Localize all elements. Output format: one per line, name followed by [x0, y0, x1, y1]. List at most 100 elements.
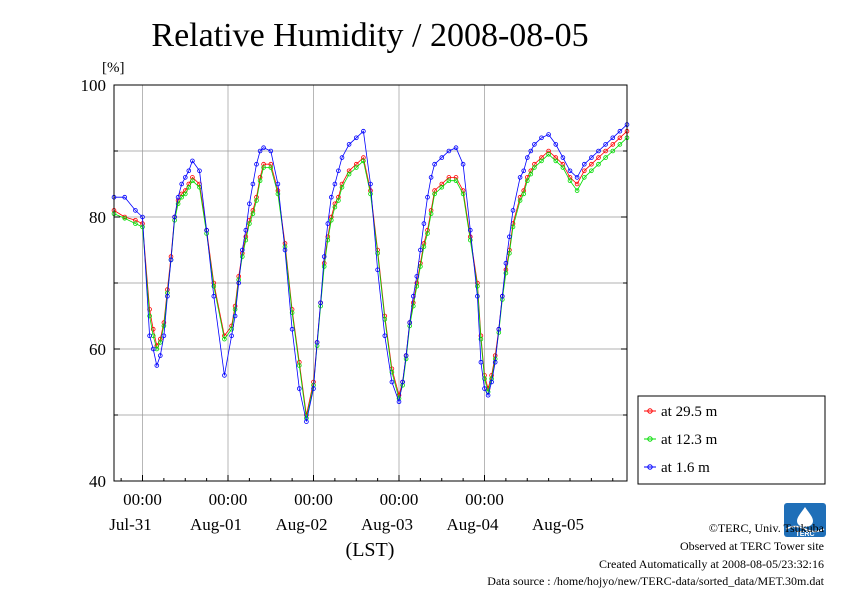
- data-point-series-1: [532, 165, 537, 170]
- y-tick-label: 60: [89, 340, 106, 359]
- data-point-series-0: [581, 168, 587, 174]
- data-point-series-1: [190, 178, 195, 184]
- data-point-series-1: [482, 376, 487, 382]
- data-point-series-1: [610, 148, 616, 154]
- data-point-series-2: [589, 155, 594, 160]
- logo-text: TERC: [795, 531, 814, 538]
- x-date-label: Aug-04: [447, 515, 499, 534]
- data-point-series-1: [467, 237, 473, 243]
- x-time-label: 00:00: [209, 490, 248, 509]
- data-point-series-2: [382, 333, 388, 339]
- data-point-series-2: [503, 260, 509, 266]
- data-point-series-2: [158, 353, 163, 358]
- data-point-series-2: [400, 379, 405, 385]
- data-point-series-2: [496, 326, 502, 332]
- data-point-series-1: [332, 204, 338, 210]
- data-point-series-0: [150, 326, 156, 332]
- data-point-series-2: [311, 386, 316, 391]
- data-point-series-2: [296, 386, 302, 391]
- data-point-series-1: [546, 152, 551, 157]
- chart-title: Relative Humidity / 2008-08-05: [151, 17, 588, 54]
- data-point-series-1: [432, 191, 437, 197]
- legend-marker-29m: [647, 408, 653, 414]
- data-point-series-1: [425, 231, 430, 236]
- data-point-series-2: [257, 148, 263, 154]
- data-point-series-2: [254, 161, 259, 167]
- data-point-series-1: [603, 155, 608, 160]
- data-point-series-1: [361, 158, 366, 164]
- data-point-series-0: [346, 168, 352, 174]
- data-point-series-0: [610, 142, 616, 147]
- data-point-series-1: [133, 221, 138, 226]
- data-point-series-1: [158, 340, 163, 345]
- data-point-series-2: [389, 379, 395, 385]
- data-point-series-0: [133, 218, 138, 223]
- data-point-series-2: [336, 168, 341, 174]
- grid: [114, 85, 627, 481]
- data-point-series-2: [314, 340, 320, 345]
- data-point-series-2: [492, 359, 498, 365]
- data-point-series-1: [257, 178, 263, 184]
- data-point-series-0: [532, 161, 537, 167]
- data-point-series-2: [475, 293, 480, 299]
- data-point-series-0: [574, 181, 580, 187]
- data-point-series-2: [243, 227, 249, 233]
- data-point-series-2: [168, 257, 174, 263]
- data-point-series-0: [353, 161, 359, 167]
- data-point-series-1: [222, 336, 227, 342]
- data-point-series-2: [122, 194, 127, 200]
- data-point-series-2: [165, 293, 170, 299]
- data-point-series-2: [403, 353, 409, 358]
- data-point-series-1: [268, 165, 274, 170]
- data-point-series-1: [186, 185, 192, 190]
- data-point-series-1: [328, 218, 334, 223]
- credit-copyright: ©TERC, Univ. Tsukuba: [708, 521, 824, 535]
- data-point-series-2: [425, 194, 430, 200]
- data-point-series-2: [539, 135, 544, 141]
- data-point-series-2: [282, 247, 288, 253]
- data-point-series-1: [368, 191, 373, 197]
- data-point-series-0: [446, 175, 452, 180]
- data-point-series-2: [617, 128, 623, 134]
- legend-label-29m: at 29.5 m: [661, 404, 718, 420]
- data-point-series-1: [410, 303, 416, 309]
- data-point-series-2: [521, 168, 526, 174]
- data-point-series-2: [453, 145, 459, 151]
- data-point-series-2: [222, 373, 227, 378]
- data-point-series-0: [617, 135, 623, 141]
- data-point-series-1: [521, 191, 526, 197]
- x-time-label: 00:00: [465, 490, 504, 509]
- x-date-label: Aug-05: [532, 515, 584, 534]
- data-point-series-2: [499, 293, 505, 299]
- data-point-series-2: [150, 346, 156, 352]
- data-point-series-0: [453, 175, 459, 180]
- data-point-series-1: [560, 165, 566, 170]
- data-point-series-2: [183, 175, 188, 180]
- data-point-series-2: [467, 227, 473, 233]
- data-point-series-2: [190, 158, 195, 164]
- data-point-series-0: [261, 161, 266, 167]
- data-point-series-2: [175, 194, 181, 200]
- data-point-series-1: [175, 201, 181, 207]
- data-point-series-2: [261, 145, 266, 151]
- data-point-series-2: [507, 234, 512, 240]
- data-point-series-2: [250, 181, 256, 187]
- series-line-0: [113, 130, 628, 416]
- data-point-series-2: [432, 161, 437, 167]
- data-point-series-0: [439, 181, 445, 187]
- legend-label-1m: at 1.6 m: [661, 460, 710, 476]
- data-point-series-1: [353, 165, 359, 170]
- data-point-series-0: [190, 175, 195, 180]
- y-axis-unit: [%]: [102, 60, 125, 76]
- legend-box: [637, 395, 826, 485]
- data-point-series-2: [325, 221, 331, 226]
- data-point-series-2: [574, 175, 580, 180]
- data-point-series-2: [154, 363, 160, 368]
- data-point-series-2: [407, 320, 413, 325]
- data-point-series-1: [254, 198, 259, 203]
- data-point-series-2: [232, 313, 238, 319]
- data-point-series-2: [318, 300, 323, 306]
- data-point-series-2: [361, 128, 366, 134]
- data-point-series-2: [532, 142, 537, 147]
